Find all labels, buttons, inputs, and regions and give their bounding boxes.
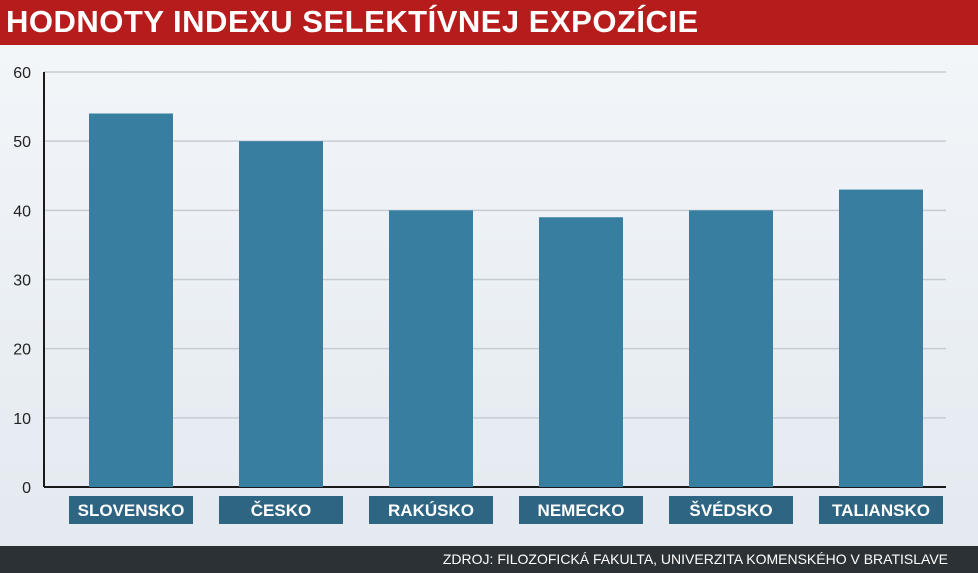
y-tick-label: 60 — [13, 65, 31, 82]
category-label-box — [519, 496, 643, 524]
category-label: TALIANSKO — [832, 501, 930, 520]
bar-5 — [689, 210, 773, 488]
y-tick-label: 10 — [13, 411, 31, 428]
source-note: ZDROJ: FILOZOFICKÁ FAKULTA, UNIVERZITA K… — [442, 551, 948, 567]
category-label-box — [369, 496, 493, 524]
category-label-box — [69, 496, 193, 524]
bars — [89, 113, 923, 488]
y-tick-label: 0 — [22, 480, 31, 497]
y-tick-label: 40 — [13, 203, 31, 220]
bar-2 — [239, 141, 323, 487]
chart-title: HODNOTY INDEXU SELEKTÍVNEJ EXPOZÍCIE — [6, 4, 699, 39]
y-tick-label: 30 — [13, 273, 31, 290]
bar-1 — [89, 113, 173, 487]
y-axis-ticks: 0 10 20 30 40 50 60 — [13, 65, 31, 497]
footer-bar: ZDROJ: FILOZOFICKÁ FAKULTA, UNIVERZITA K… — [0, 546, 978, 573]
y-tick-label: 50 — [13, 134, 31, 151]
category-label-box — [669, 496, 793, 524]
bar-6 — [839, 189, 923, 488]
y-tick-label: 20 — [13, 342, 31, 359]
category-labels: SLOVENSKO ČESKO RAKÚSKO NEMECKO ŠVÉDSKO TALIA… — [69, 496, 943, 524]
title-bar: HODNOTY INDEXU SELEKTÍVNEJ EXPOZÍCIE — [0, 0, 978, 45]
category-label: SLOVENSKO — [78, 501, 185, 520]
bar-chart: 0 10 20 30 40 50 60 SLOVENSKO ČESKO RAKÚSKO NEMEC… — [13, 65, 946, 524]
category-label: NEMECKO — [538, 501, 625, 520]
category-label-box — [819, 496, 943, 524]
bar-3 — [389, 210, 473, 488]
category-label: RAKÚSKO — [388, 501, 474, 520]
category-label-box — [219, 496, 343, 524]
bar-4 — [539, 217, 623, 487]
category-label: ŠVÉDSKO — [689, 501, 772, 520]
gridlines — [43, 71, 946, 488]
category-label: ČESKO — [251, 501, 311, 520]
